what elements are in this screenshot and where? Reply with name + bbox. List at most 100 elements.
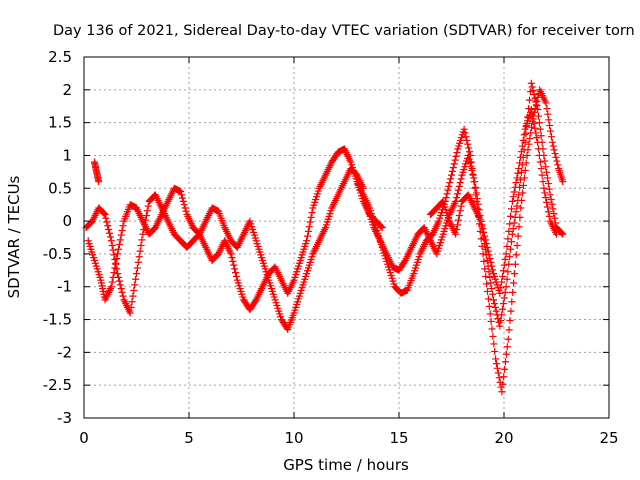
- series-layer: [82, 79, 567, 396]
- data-point: [466, 159, 474, 167]
- data-point: [464, 140, 472, 148]
- data-point: [514, 169, 522, 177]
- data-point: [510, 188, 518, 196]
- data-point: [515, 191, 523, 199]
- data-point: [486, 310, 494, 318]
- data-point: [442, 194, 450, 202]
- data-point: [492, 307, 500, 315]
- data-point: [115, 273, 122, 281]
- data-point: [503, 275, 511, 283]
- data-point: [558, 229, 566, 237]
- data-point: [545, 116, 553, 124]
- data-point: [473, 195, 481, 203]
- data-point: [508, 298, 516, 306]
- data-point: [493, 364, 501, 372]
- data-point: [472, 189, 480, 197]
- data-point: [511, 213, 519, 221]
- data-point: [529, 87, 537, 95]
- data-point: [130, 286, 138, 294]
- data-point: [95, 178, 103, 186]
- data-point: [520, 174, 528, 182]
- data-point: [117, 231, 125, 239]
- data-point: [132, 275, 140, 283]
- data-point: [108, 278, 116, 286]
- data-point: [487, 317, 495, 325]
- data-point: [139, 230, 147, 238]
- data-point: [119, 222, 127, 230]
- data-point: [499, 272, 506, 280]
- data-point: [506, 253, 514, 261]
- data-point: [543, 105, 551, 113]
- data-point: [131, 281, 139, 289]
- data-point: [452, 152, 460, 160]
- grid: [84, 57, 609, 418]
- data-point: [178, 191, 185, 199]
- data-point: [522, 159, 530, 167]
- data-point: [448, 167, 456, 175]
- data-point: [461, 129, 469, 137]
- data-point: [484, 247, 492, 255]
- data-point: [483, 243, 491, 251]
- data-point: [446, 179, 454, 187]
- data-point: [177, 188, 185, 196]
- data-point: [554, 161, 562, 169]
- data-point: [538, 171, 546, 179]
- data-point: [112, 260, 120, 268]
- data-point: [504, 235, 512, 243]
- data-point: [523, 151, 531, 159]
- data-point: [140, 226, 148, 234]
- y-tick-label: -2: [57, 343, 72, 361]
- x-tick-label: 15: [389, 429, 408, 447]
- data-point: [522, 130, 530, 138]
- series-track-4: [364, 79, 567, 330]
- data-point: [227, 250, 235, 258]
- data-point: [129, 292, 137, 300]
- x-tick-label: 0: [79, 429, 89, 447]
- data-point: [488, 325, 496, 333]
- data-point: [511, 270, 518, 278]
- data-point: [229, 257, 237, 265]
- data-point: [181, 204, 189, 212]
- data-point: [517, 176, 524, 184]
- data-point: [512, 251, 520, 259]
- data-point: [511, 260, 519, 268]
- data-point: [547, 133, 555, 141]
- data-point: [490, 300, 498, 308]
- data-point: [512, 179, 520, 187]
- data-point: [470, 174, 478, 182]
- data-point: [116, 236, 124, 244]
- data-point: [509, 288, 517, 296]
- data-point: [133, 264, 141, 272]
- data-point: [137, 241, 145, 249]
- data-point: [502, 350, 510, 358]
- data-point: [485, 251, 493, 259]
- data-point: [230, 261, 238, 269]
- data-point: [102, 214, 110, 222]
- data-point: [544, 174, 551, 182]
- data-point: [507, 212, 515, 220]
- data-point: [142, 211, 150, 219]
- data-point: [519, 189, 527, 197]
- data-point: [231, 265, 239, 273]
- data-point: [530, 91, 538, 99]
- data-point: [502, 250, 510, 258]
- data-point: [545, 185, 553, 193]
- data-point: [544, 180, 552, 188]
- data-point: [494, 369, 502, 377]
- data-point: [489, 266, 497, 274]
- data-point: [532, 129, 540, 137]
- data-point: [537, 165, 545, 173]
- data-point: [506, 220, 514, 228]
- data-point: [377, 223, 385, 231]
- data-point: [515, 165, 523, 173]
- data-point: [303, 237, 311, 245]
- data-point: [118, 226, 126, 234]
- data-point: [116, 281, 124, 289]
- data-point: [487, 258, 495, 266]
- data-point: [491, 303, 499, 311]
- data-point: [500, 261, 508, 269]
- data-point: [114, 250, 122, 258]
- data-point: [527, 79, 535, 87]
- data-point: [471, 178, 479, 186]
